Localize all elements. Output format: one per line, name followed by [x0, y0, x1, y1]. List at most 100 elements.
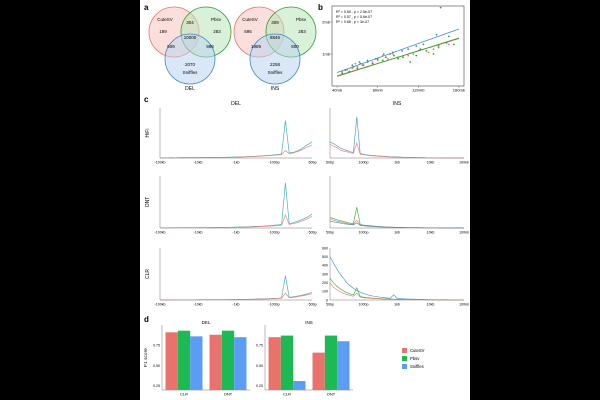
bar-chart-y-tick-label: 0.25	[256, 384, 263, 388]
figure: a b c d CuteSV Pbsv Sniffles 189 283 304…	[140, 0, 470, 400]
scatter-point	[445, 41, 448, 44]
scatter-point	[374, 57, 377, 60]
scatter-point	[381, 59, 384, 62]
venn-del-set-cutesv: CuteSV	[157, 17, 173, 22]
line-plot-series-1	[160, 292, 313, 301]
scatter-stats: R² = 0.60 , p = 2.5e-07 R² = 0.57 , p = …	[336, 10, 372, 24]
scatter-point	[415, 54, 418, 57]
panel-letter-d: d	[144, 315, 149, 324]
scatter-point	[392, 53, 394, 55]
line-plot-c-ins-ont: 50bp 100bp 1kb 10kb 100kb	[326, 176, 469, 235]
scatter-point	[356, 67, 359, 70]
line-plot-series-2	[329, 282, 464, 301]
line-plot-x-tick-label: -10kb	[194, 303, 203, 307]
scatter-point	[422, 43, 425, 46]
scatter-point	[371, 61, 374, 63]
scatter-point	[392, 51, 394, 54]
line-plot-y-label: ONT	[145, 197, 151, 208]
scatter-point	[409, 61, 412, 63]
line-plot-x-tick-label: -1kb	[233, 303, 240, 307]
venn-ins-circle-sniffles	[249, 33, 301, 85]
scatter-point	[366, 59, 369, 62]
line-plot-series-0	[329, 116, 464, 159]
bar-chart-d-ins: INS 0.25 0.50 0.75 CLR ONT	[256, 320, 353, 397]
scatter-point	[439, 6, 442, 9]
line-plot-title: DEL	[231, 101, 241, 107]
line-plot-y-tick-label: 0	[326, 298, 328, 302]
line-plot-x-tick-label: -100bp	[268, 303, 279, 307]
venn-ins-all-three: 8846	[270, 35, 281, 40]
line-plot-x-tick-label: 10kb	[427, 161, 435, 165]
scatter-point	[362, 64, 365, 67]
line-plot-x-tick-label: 100kb	[459, 303, 469, 307]
venn-del-sniffles-only: 2070	[185, 62, 196, 67]
line-plot-x-tick-label: -100kb	[155, 303, 166, 307]
bar-chart-title: DEL	[202, 320, 211, 325]
line-plot-series-0	[329, 256, 464, 301]
scatter-plot: R² = 0.60 , p = 2.5e-07 R² = 0.57 , p = …	[322, 5, 466, 93]
line-plot-series-1	[159, 144, 313, 159]
line-plot-x-tick-label: 1kb	[394, 231, 400, 235]
line-plot-series-0	[160, 182, 313, 229]
line-plot-x-tick-label: -50bp	[307, 231, 316, 235]
scatter-y-tick-label: 1mb	[322, 51, 331, 56]
scatter-x-tick-label: 40mb	[332, 88, 343, 93]
venn-ins: CuteSV Pbsv Sniffles 595 283 309 8846 19…	[233, 6, 317, 92]
line-plot-x-tick-label: 100bp	[359, 303, 369, 307]
bar-sniffles-clr	[293, 381, 306, 390]
line-plot-x-tick-label: -1kb	[233, 161, 240, 165]
scatter-point	[437, 45, 440, 47]
scatter-point	[402, 56, 404, 59]
bar-chart-category-label: CLR	[283, 392, 291, 397]
line-plot-c-del-clr: CLR -100kb -10kb -1kb -100bp -50bp	[145, 248, 317, 307]
line-plot-x-tick-label: 100kb	[459, 231, 469, 235]
scatter-point	[351, 64, 354, 67]
bar-chart-y-tick-label: 0.75	[256, 344, 263, 348]
venn-ins-set-pbsv: Pbsv	[296, 17, 307, 22]
bar-chart-y-tick-label: 0.75	[153, 344, 160, 348]
scatter-point	[376, 59, 379, 62]
line-plot-y-tick-label: 100	[322, 290, 328, 294]
scatter-point	[344, 69, 347, 71]
venn-ins-cutesv-pbsv: 309	[271, 20, 279, 25]
venn-del-cutesv-pbsv: 304	[186, 20, 194, 25]
line-plot-x-tick-label: 1kb	[394, 303, 400, 307]
line-plot-series-0	[160, 120, 313, 159]
bar-pbsv-ont	[324, 335, 338, 390]
line-plot-title: INS	[393, 101, 402, 107]
bar-cutesv-ont	[209, 334, 222, 390]
scatter-point	[447, 43, 450, 46]
line-plot-c-ins-clr: 0 100 200 300 400 500 600 50bp 100bp 1kb 10kb 100kb	[322, 246, 469, 306]
venn-ins-pbsv-sniffles: 800	[291, 44, 299, 49]
line-plot-x-tick-label: -100bp	[268, 161, 279, 165]
scatter-point	[348, 70, 351, 73]
line-plots: DEL HiFi -100kb -10kb -1kb -100bp -50bp INS 50bp…	[145, 101, 469, 307]
venn-del-pbsv-only: 283	[213, 29, 221, 34]
bar-cutesv-clr	[268, 337, 281, 390]
scatter-point	[351, 67, 354, 70]
venn-ins-set-sniffles: Sniffles	[268, 70, 283, 75]
venn-del-cutesv-only: 189	[159, 29, 167, 34]
scatter-stat-sniffles: R² = 0.66 , p = 3e-07	[336, 20, 369, 24]
bar-chart-y-tick-label: 0.50	[256, 364, 263, 368]
line-plot-x-tick-label: 10kb	[427, 231, 435, 235]
bar-chart-category-label: CLR	[180, 392, 188, 397]
legend-label-pbsv: Pbsv	[410, 356, 420, 361]
line-plot-y-label: HiFi	[145, 129, 151, 138]
line-plot-y-tick-label: 500	[322, 255, 328, 259]
bar-pbsv-ont	[221, 330, 235, 390]
bar-pbsv-clr	[280, 335, 294, 390]
line-plot-c-del-hifi: DEL HiFi -100kb -10kb -1kb -100bp -50bp	[145, 101, 317, 165]
venn-del-set-sniffles: Sniffles	[183, 70, 198, 75]
line-plot-x-tick-label: -50bp	[307, 161, 316, 165]
venn-ins-cutesv-only: 595	[244, 29, 252, 34]
bar-chart-title: INS	[305, 320, 313, 325]
scatter-point	[407, 54, 410, 57]
scatter-point	[384, 56, 387, 59]
scatter-point	[397, 57, 399, 60]
scatter-point	[432, 48, 435, 51]
line-plot-x-tick-label: -10kb	[194, 161, 203, 165]
scatter-fit-line-1	[336, 37, 460, 77]
scatter-plot-frame	[331, 5, 465, 87]
venn-del-circle-sniffles	[164, 33, 216, 85]
